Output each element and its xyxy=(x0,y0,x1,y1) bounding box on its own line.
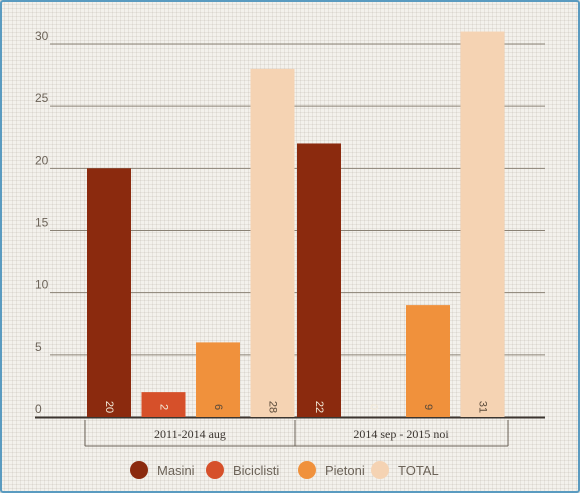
data-label: 0 xyxy=(368,404,380,410)
category-label: 2011-2014 aug xyxy=(154,427,226,441)
category-label: 2014 sep - 2015 noi xyxy=(353,427,449,441)
bar-total xyxy=(250,68,295,417)
legend-label: Masini xyxy=(157,463,195,478)
data-label: 2 xyxy=(158,404,170,410)
data-label: 22 xyxy=(313,401,325,413)
y-tick-label: 5 xyxy=(35,340,42,354)
y-tick-label: 0 xyxy=(35,402,42,416)
y-tick-label: 20 xyxy=(35,153,49,167)
y-tick-label: 15 xyxy=(35,216,49,230)
y-tick-label: 30 xyxy=(35,29,49,43)
legend-marker xyxy=(298,461,316,479)
data-label: 9 xyxy=(422,404,434,410)
bar-masini xyxy=(87,168,131,417)
legend-label: Pietoni xyxy=(325,463,365,478)
legend-label: Biciclisti xyxy=(233,463,279,478)
bar-pietoni xyxy=(196,342,240,417)
data-label: 6 xyxy=(212,404,224,410)
legend-marker xyxy=(130,461,148,479)
bar-masini xyxy=(297,143,341,417)
y-tick-label: 10 xyxy=(35,278,49,292)
legend-marker xyxy=(371,461,389,479)
legend-marker xyxy=(206,461,224,479)
y-tick-label: 25 xyxy=(35,91,49,105)
data-label: 20 xyxy=(103,401,115,413)
data-label: 31 xyxy=(477,401,489,413)
bar-pietoni xyxy=(406,305,450,417)
legend-label: TOTAL xyxy=(398,463,439,478)
bar-biciclisti xyxy=(141,392,186,417)
data-label: 28 xyxy=(267,401,279,413)
bar-total xyxy=(460,31,505,418)
